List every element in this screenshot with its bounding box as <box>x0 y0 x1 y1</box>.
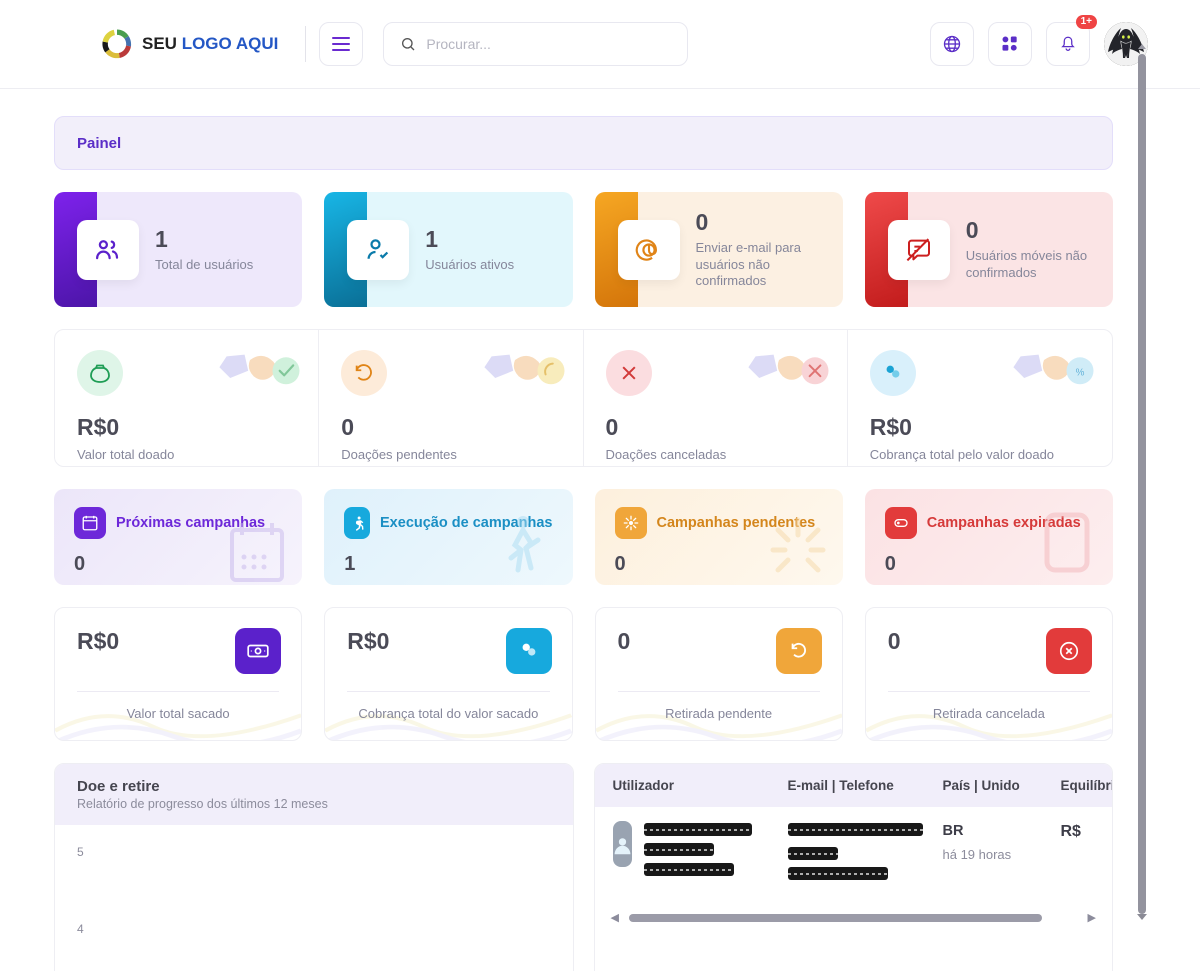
svg-text:%: % <box>1076 367 1085 378</box>
